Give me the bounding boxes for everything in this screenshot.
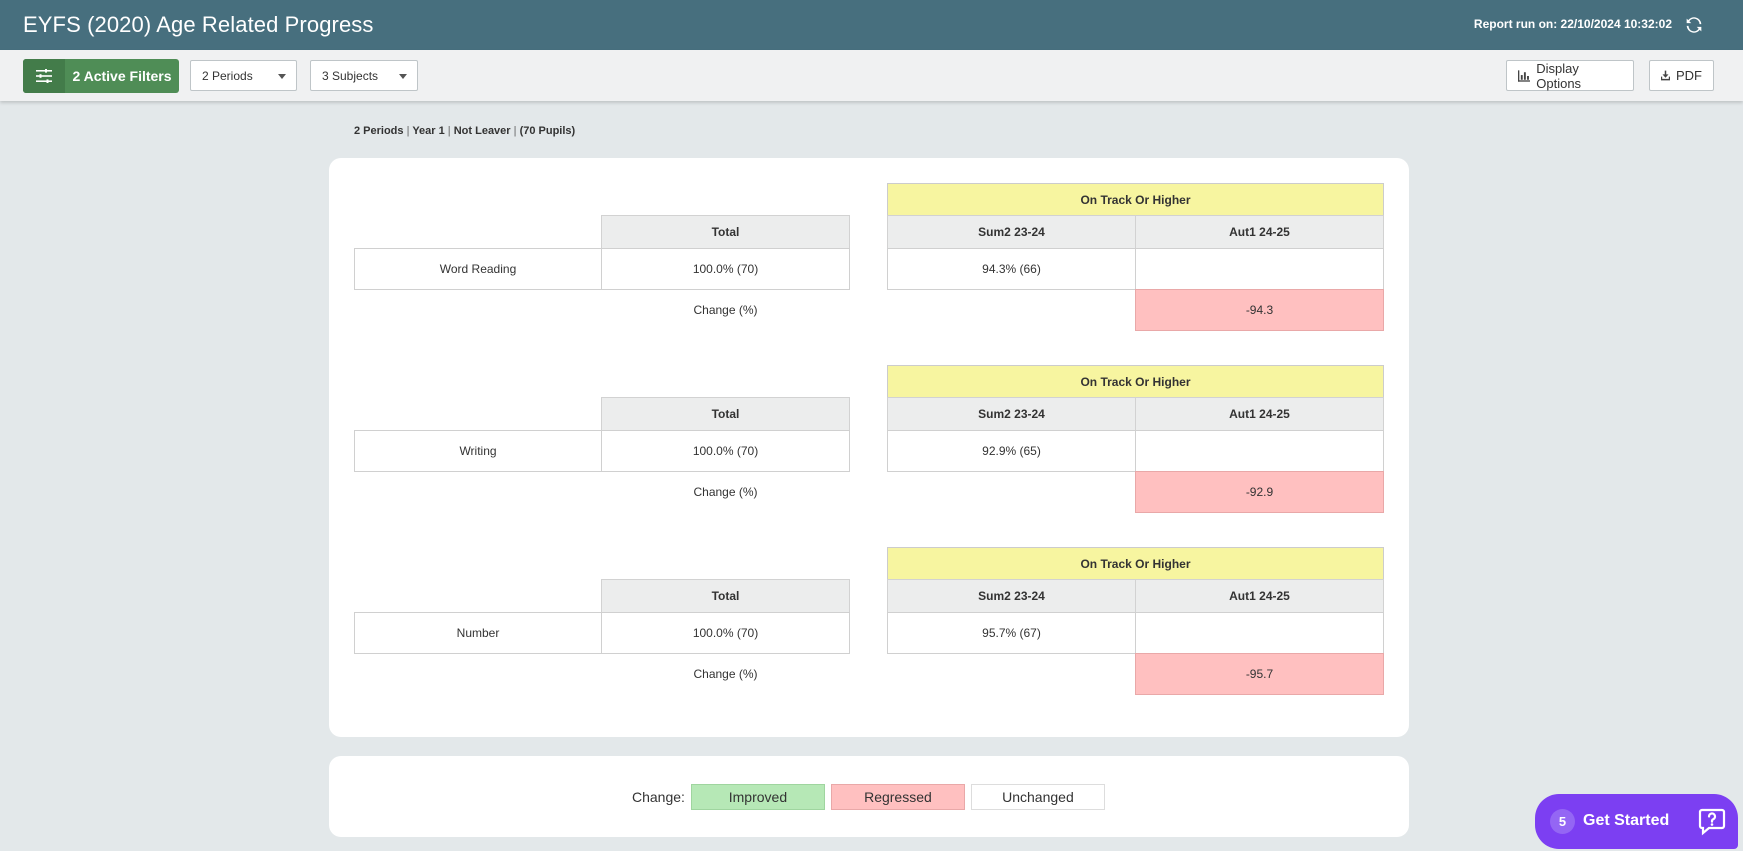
change-value: -94.3	[1135, 289, 1384, 331]
get-started-button[interactable]: 5 Get Started	[1535, 794, 1738, 849]
total-header: Total	[601, 215, 850, 249]
total-value: 100.0% (70)	[601, 248, 850, 290]
period1-header: Sum2 23-24	[887, 579, 1136, 613]
chat-help-icon	[1698, 808, 1726, 836]
change-label: Change (%)	[693, 303, 758, 317]
total-header: Total	[601, 397, 850, 431]
legend-regressed: Regressed	[830, 784, 965, 810]
bar-chart-icon	[1518, 69, 1531, 82]
subject-table-word-reading: On Track Or Higher Total Sum2 23-24 Aut1…	[354, 183, 1384, 331]
sliders-icon	[23, 59, 65, 93]
get-started-label: Get Started	[1583, 812, 1670, 829]
report-summary: 2 Periods | Year 1 | Not Leaver | (70 Pu…	[354, 125, 576, 137]
app-header: EYFS (2020) Age Related Progress Report …	[0, 0, 1743, 50]
summary-leaver: Not Leaver	[453, 125, 511, 137]
pdf-button[interactable]: PDF	[1649, 60, 1714, 91]
summary-pupils: (70 Pupils)	[519, 125, 576, 137]
change-label: Change (%)	[693, 485, 758, 499]
period2-header: Aut1 24-25	[1135, 215, 1384, 249]
chevron-down-icon	[399, 74, 407, 79]
refresh-icon[interactable]	[1683, 14, 1705, 36]
display-options-label: Display Options	[1536, 60, 1582, 91]
legend-label: Change:	[632, 789, 685, 805]
group-header: On Track Or Higher	[887, 365, 1384, 398]
download-icon	[1661, 70, 1670, 81]
subject-name: Word Reading	[354, 248, 602, 290]
report-run-timestamp: Report run on: 22/10/2024 10:32:02	[1473, 17, 1672, 31]
summary-periods: 2 Periods	[354, 125, 404, 137]
display-options-button[interactable]: Display Options	[1506, 60, 1634, 91]
active-filters-label: 2 Active Filters	[72, 68, 172, 84]
legend-improved: Improved	[690, 784, 825, 810]
change-label: Change (%)	[693, 667, 758, 681]
change-value: -95.7	[1135, 653, 1384, 695]
period2-value	[1135, 248, 1384, 290]
group-header: On Track Or Higher	[887, 183, 1384, 216]
total-header: Total	[601, 579, 850, 613]
period2-value	[1135, 430, 1384, 472]
period1-value: 92.9% (65)	[887, 430, 1136, 472]
period1-header: Sum2 23-24	[887, 215, 1136, 249]
period2-header: Aut1 24-25	[1135, 397, 1384, 431]
subject-table-number: On Track Or Higher Total Sum2 23-24 Aut1…	[354, 547, 1384, 695]
page-title: EYFS (2020) Age Related Progress	[23, 12, 374, 37]
summary-year: Year 1	[412, 125, 445, 137]
subjects-dropdown-label: 3 Subjects	[322, 68, 379, 83]
periods-dropdown-label: 2 Periods	[202, 68, 253, 83]
chevron-down-icon	[278, 74, 286, 79]
period1-value: 95.7% (67)	[887, 612, 1136, 654]
total-value: 100.0% (70)	[601, 430, 850, 472]
periods-dropdown[interactable]: 2 Periods	[190, 60, 297, 91]
period2-header: Aut1 24-25	[1135, 579, 1384, 613]
toolbar: 2 Active Filters 2 Periods 3 Subjects Di…	[0, 50, 1743, 101]
change-value: -92.9	[1135, 471, 1384, 513]
period1-value: 94.3% (66)	[887, 248, 1136, 290]
period1-header: Sum2 23-24	[887, 397, 1136, 431]
period2-value	[1135, 612, 1384, 654]
group-header: On Track Or Higher	[887, 547, 1384, 580]
subject-table-writing: On Track Or Higher Total Sum2 23-24 Aut1…	[354, 365, 1384, 513]
get-started-count: 5	[1550, 809, 1575, 834]
pdf-label: PDF	[1676, 68, 1702, 83]
legend-unchanged: Unchanged	[970, 784, 1105, 810]
total-value: 100.0% (70)	[601, 612, 850, 654]
change-legend: Change: Improved Regressed Unchanged	[632, 784, 1111, 810]
subject-name: Number	[354, 612, 602, 654]
subject-name: Writing	[354, 430, 602, 472]
active-filters-button[interactable]: 2 Active Filters	[23, 59, 179, 93]
subjects-dropdown[interactable]: 3 Subjects	[310, 60, 418, 91]
